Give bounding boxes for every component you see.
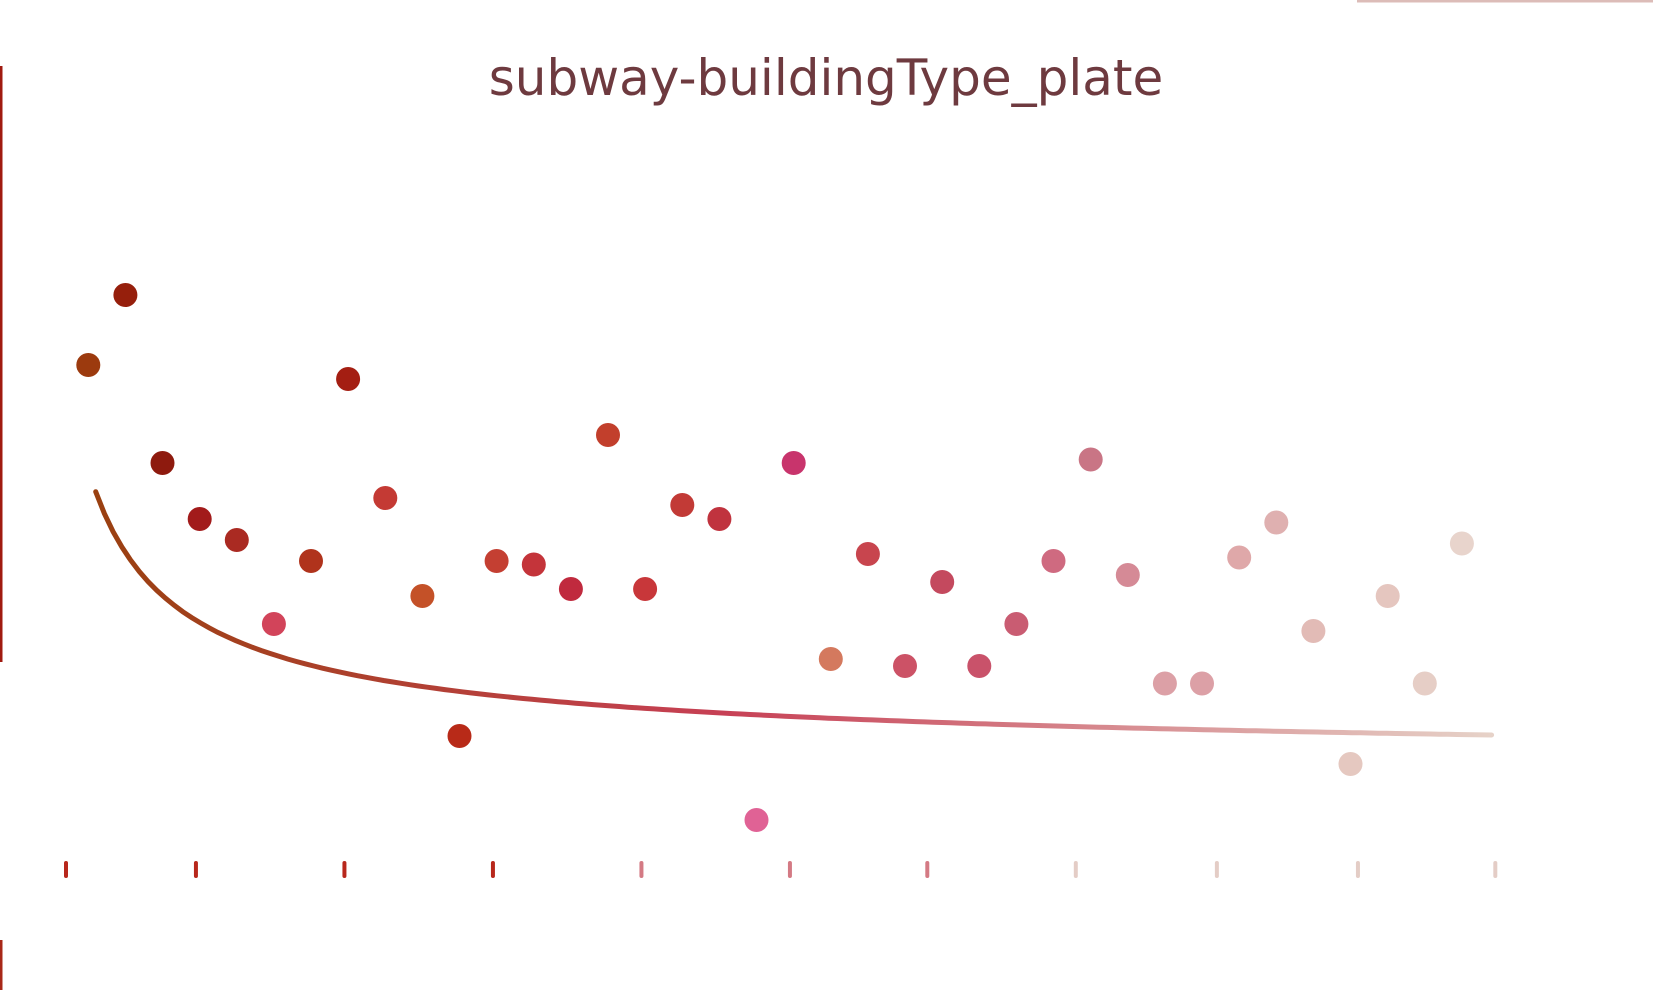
data-point xyxy=(113,283,138,307)
data-point xyxy=(1152,671,1177,696)
data-point xyxy=(1078,447,1103,472)
data-point xyxy=(187,507,212,531)
data-point xyxy=(893,654,917,678)
data-point xyxy=(818,647,843,671)
data-point xyxy=(336,367,361,391)
chart-title: subway-buildingType_plate xyxy=(489,49,1164,107)
data-point xyxy=(1338,752,1363,776)
data-point xyxy=(1449,531,1474,556)
data-point xyxy=(707,507,732,531)
data-point xyxy=(1301,619,1326,643)
data-point xyxy=(633,577,658,601)
data-point xyxy=(484,549,509,573)
data-point xyxy=(855,542,880,566)
data-point xyxy=(1004,612,1029,636)
data-point xyxy=(744,808,769,832)
data-point xyxy=(1115,563,1140,587)
data-point xyxy=(1190,671,1214,696)
data-points xyxy=(76,283,1474,832)
data-point xyxy=(373,486,398,510)
data-point xyxy=(930,570,955,594)
data-point xyxy=(76,353,101,377)
data-point xyxy=(596,423,620,447)
data-point xyxy=(1264,510,1289,535)
data-point xyxy=(1412,671,1437,696)
data-point xyxy=(299,549,323,573)
data-point xyxy=(1227,545,1252,570)
data-point xyxy=(261,612,286,636)
x-ticks xyxy=(64,861,1498,878)
data-point xyxy=(967,654,992,678)
data-point xyxy=(224,528,249,552)
data-point xyxy=(150,451,175,475)
data-point xyxy=(447,724,472,748)
trend-line xyxy=(93,489,1495,738)
data-point xyxy=(558,577,583,601)
data-point xyxy=(1041,549,1066,573)
data-point xyxy=(781,451,806,475)
data-point xyxy=(521,552,546,577)
data-point xyxy=(1375,584,1400,608)
data-point xyxy=(410,584,435,608)
data-point xyxy=(670,493,695,517)
